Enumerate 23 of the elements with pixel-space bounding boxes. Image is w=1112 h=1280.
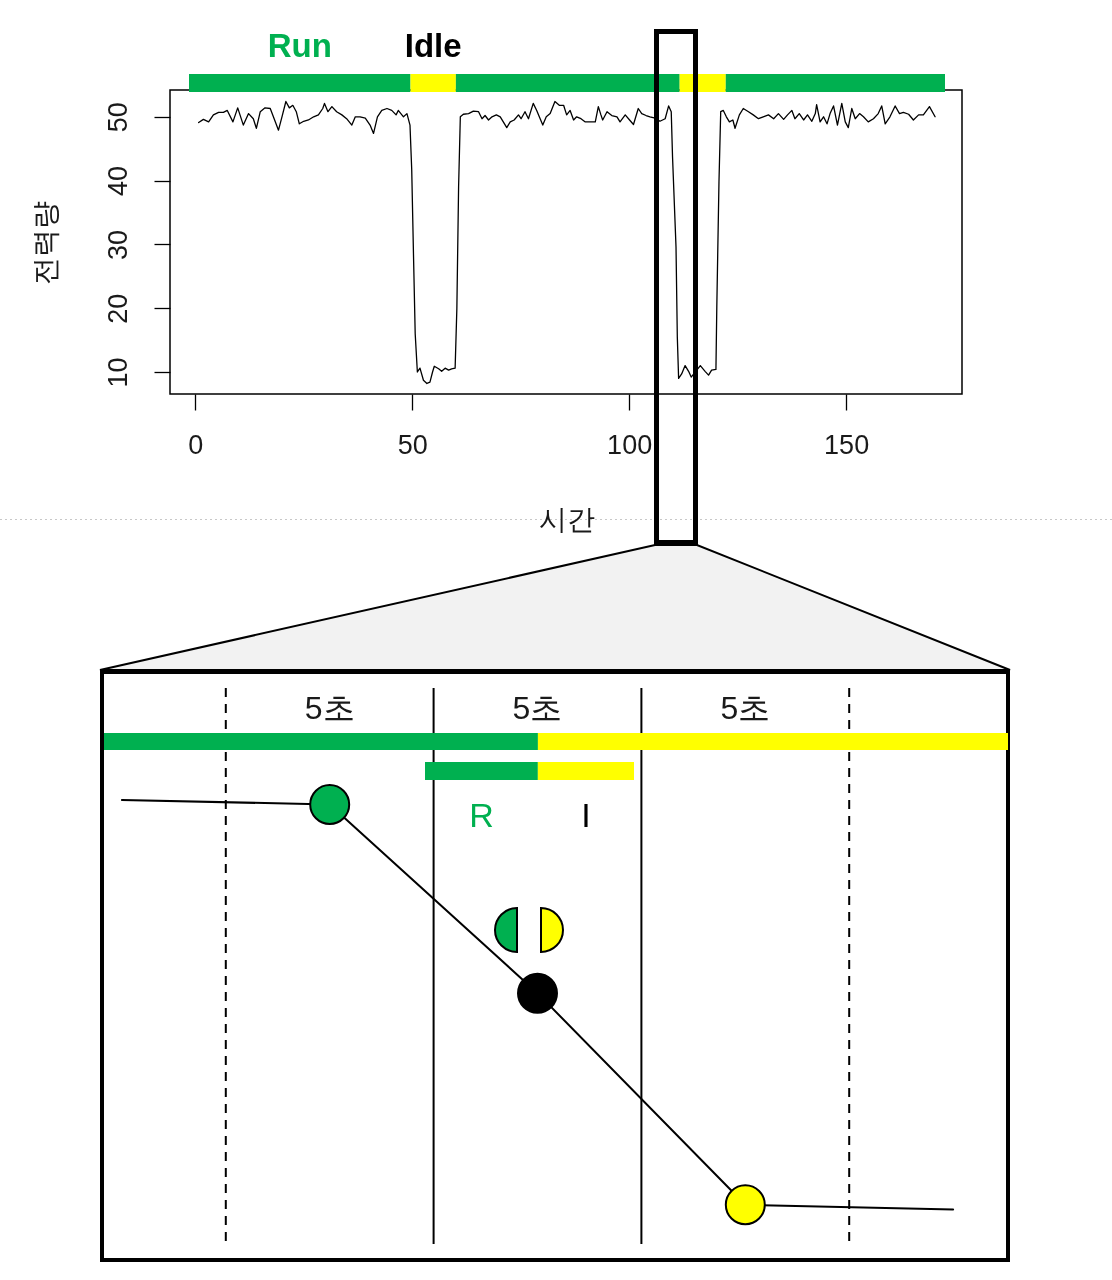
series-label: I	[581, 796, 591, 834]
x-tick-label: 50	[397, 429, 428, 460]
series-label: Idle	[404, 27, 462, 64]
x-tick-label: 5초	[304, 689, 355, 726]
y-tick-label: 20	[102, 293, 133, 324]
x-tick-label: 100	[607, 429, 653, 460]
bar	[455, 74, 680, 92]
y-tick-label: 30	[102, 229, 133, 260]
bar	[725, 74, 945, 92]
series-label: Run	[267, 27, 332, 64]
x-tick-label: 0	[188, 429, 204, 460]
x-axis-title: 시간	[538, 503, 595, 535]
series-label: R	[469, 796, 494, 834]
x-tick-label: 5초	[512, 689, 563, 726]
bar	[189, 74, 411, 92]
line-series	[197, 100, 936, 385]
y-tick-label: 50	[102, 102, 133, 133]
y-tick-label: 10	[102, 357, 133, 388]
bar	[410, 74, 456, 92]
x-tick-label: 150	[824, 429, 870, 460]
x-tick-label: 5초	[720, 689, 771, 726]
y-tick-label: 40	[102, 166, 133, 197]
y-axis-title: 전력량	[29, 200, 61, 285]
